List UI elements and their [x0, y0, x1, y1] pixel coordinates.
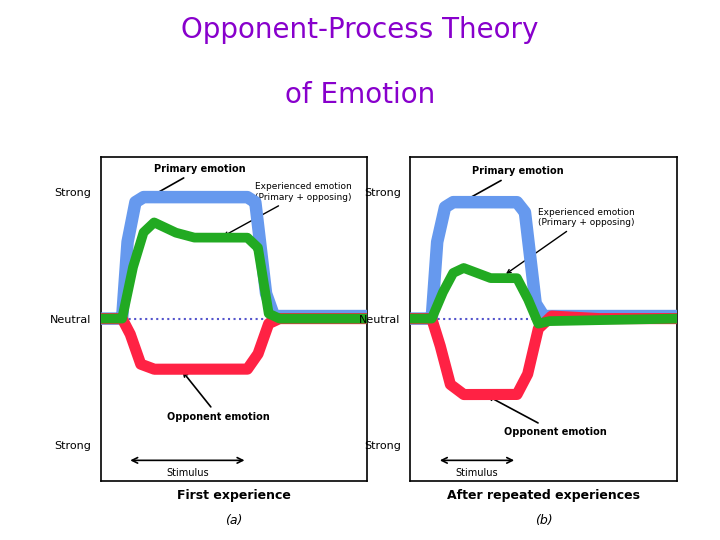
- Text: First experience: First experience: [177, 489, 291, 503]
- Text: Opponent-Process Theory: Opponent-Process Theory: [181, 16, 539, 44]
- Text: Experienced emotion
(Primary + opposing): Experienced emotion (Primary + opposing): [507, 208, 635, 273]
- Text: Primary emotion: Primary emotion: [457, 166, 563, 205]
- Text: Primary emotion: Primary emotion: [145, 164, 246, 200]
- Text: (b): (b): [535, 514, 552, 527]
- Text: (a): (a): [225, 514, 243, 527]
- Text: After repeated experiences: After repeated experiences: [447, 489, 640, 503]
- Text: Opponent emotion: Opponent emotion: [167, 373, 270, 422]
- Text: of Emotion: of Emotion: [285, 81, 435, 109]
- Text: Stimulus: Stimulus: [456, 468, 498, 478]
- Text: Opponent emotion: Opponent emotion: [489, 397, 606, 437]
- Text: Experienced emotion
(Primary + opposing): Experienced emotion (Primary + opposing): [225, 183, 352, 235]
- Text: Stimulus: Stimulus: [166, 468, 209, 478]
